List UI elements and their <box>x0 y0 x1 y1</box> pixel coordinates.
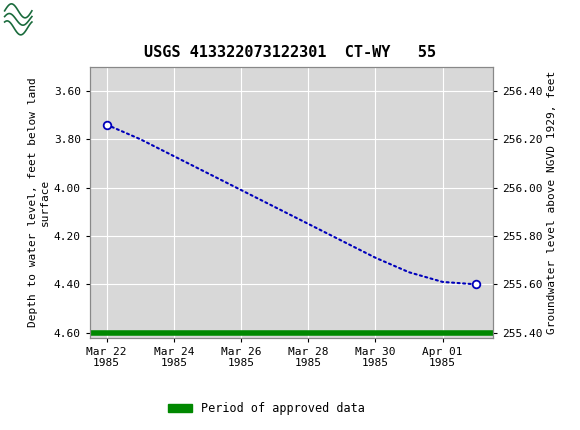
Text: USGS 413322073122301  CT-WY   55: USGS 413322073122301 CT-WY 55 <box>144 45 436 60</box>
Y-axis label: Depth to water level, feet below land
surface: Depth to water level, feet below land su… <box>28 77 50 327</box>
Text: USGS: USGS <box>37 10 96 29</box>
Legend: Period of approved data: Period of approved data <box>164 397 370 420</box>
Bar <box>3 2 81 37</box>
Y-axis label: Groundwater level above NGVD 1929, feet: Groundwater level above NGVD 1929, feet <box>547 71 557 334</box>
